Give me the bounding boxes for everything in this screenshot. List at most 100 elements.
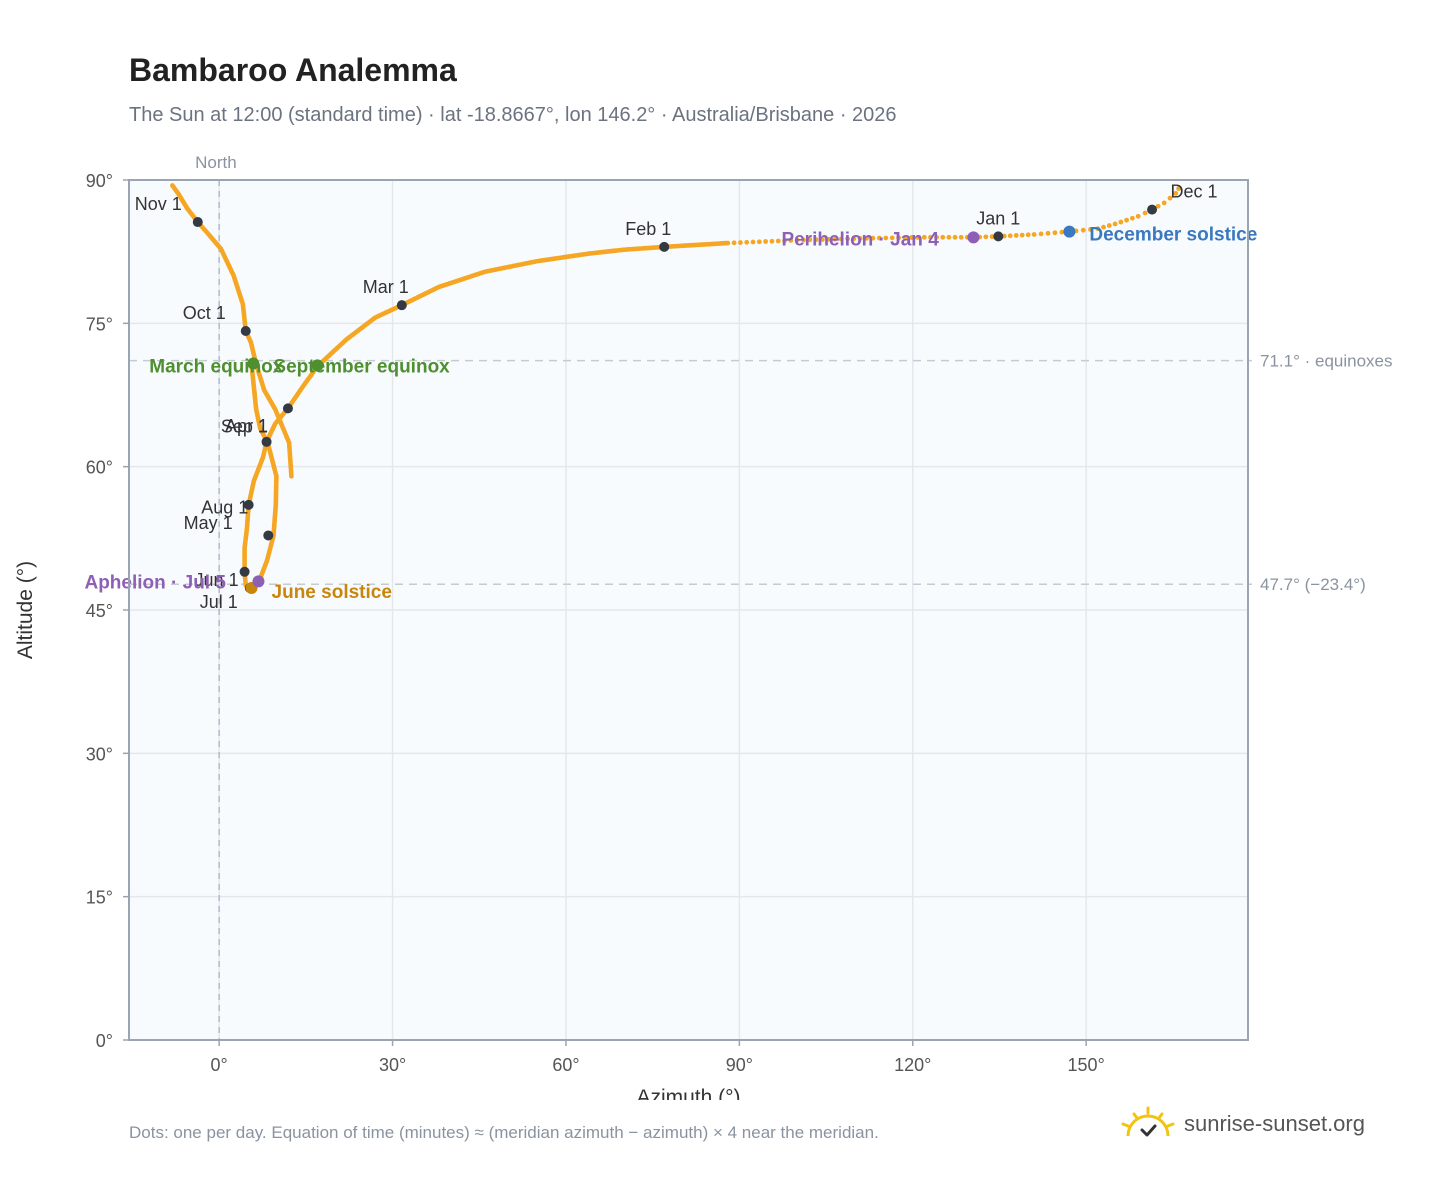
- daily-dot: [1038, 231, 1044, 237]
- daily-dot: [769, 238, 775, 244]
- daily-dot: [1106, 223, 1112, 228]
- daily-dot: [1095, 226, 1101, 232]
- daily-dot: [801, 237, 806, 243]
- daily-dot: [782, 238, 787, 244]
- y-tick-label: 0°: [96, 1031, 113, 1051]
- y-tick-label: 75°: [86, 314, 113, 334]
- sun-logo-icon: [1121, 1106, 1175, 1137]
- daily-dot: [934, 234, 940, 240]
- daily-dot: [1176, 186, 1182, 192]
- x-tick-label: 150°: [1068, 1055, 1105, 1075]
- month-label: May 1: [184, 513, 233, 533]
- daily-dot: [896, 235, 902, 241]
- month-label: Feb 1: [625, 219, 671, 239]
- daily-dot: [788, 238, 794, 243]
- daily-dot: [851, 236, 857, 242]
- month-label: Apr 1: [225, 416, 268, 436]
- daily-dot: [832, 236, 838, 242]
- daily-dot: [915, 235, 921, 240]
- month-marker: [993, 231, 1004, 242]
- daily-dot: [883, 235, 889, 241]
- x-tick-label: 120°: [894, 1055, 931, 1075]
- daily-dot: [857, 236, 863, 241]
- daily-dot: [794, 237, 800, 243]
- daily-dot: [1167, 195, 1173, 201]
- event-marker: [311, 359, 324, 372]
- brand[interactable]: sunrise-sunset.org: [1120, 1104, 1365, 1144]
- daily-dot: [1052, 230, 1058, 236]
- x-axis-label: Azimuth (°): [636, 1086, 740, 1100]
- daily-dot: [940, 234, 946, 240]
- daily-dot: [909, 235, 914, 240]
- daily-dot: [731, 240, 737, 246]
- event-label: March equinox: [149, 356, 284, 377]
- daily-dot: [1019, 232, 1025, 238]
- daily-dot: [902, 235, 908, 241]
- month-marker: [659, 241, 670, 252]
- daily-dot: [1173, 190, 1179, 196]
- daily-dot: [889, 235, 895, 241]
- event-label: Perihelion · Jan 4: [781, 229, 939, 250]
- meridian-label: North: [195, 153, 237, 172]
- daily-dot: [813, 237, 819, 243]
- x-tick-label: 0°: [211, 1055, 228, 1075]
- month-marker: [1147, 204, 1158, 215]
- daily-dot: [1155, 203, 1161, 209]
- chart-title: Bambaroo Analemma: [129, 52, 457, 88]
- month-marker: [282, 403, 293, 414]
- daily-dot: [1124, 217, 1130, 223]
- month-label: Aug 1: [201, 497, 248, 517]
- brand-text: sunrise-sunset.org: [1184, 1111, 1365, 1136]
- month-label: Jan 1: [976, 208, 1020, 228]
- daily-dot: [1142, 210, 1148, 216]
- month-marker: [261, 436, 272, 447]
- x-tick-label: 30°: [379, 1055, 406, 1075]
- daily-dot: [1161, 200, 1167, 206]
- y-tick-label: 30°: [86, 744, 113, 764]
- grid-layer: [129, 179, 1248, 1041]
- y-tick-label: 90°: [86, 171, 113, 191]
- daily-dot: [1101, 224, 1106, 230]
- daily-dot: [170, 183, 175, 188]
- daily-dot: [876, 235, 882, 241]
- event-marker: [252, 575, 265, 588]
- daily-dot: [756, 239, 762, 245]
- axes: 0° 30° 60° 90° 120° 150° 0° 15° 30° 45° 60° 75° 90° A…: [14, 171, 1249, 1100]
- daily-dot: [738, 240, 743, 245]
- month-label: Mar 1: [363, 277, 409, 297]
- event-label: June solstice: [272, 582, 392, 603]
- y-tick-label: 15°: [86, 888, 113, 908]
- chart-subtitle: The Sun at 12:00 (standard time) · lat -…: [129, 104, 897, 126]
- month-label: Jul 1: [200, 592, 238, 612]
- daily-dot: [1135, 213, 1141, 219]
- daily-dot: [928, 234, 933, 240]
- month-label: Oct 1: [183, 303, 226, 323]
- analemma-chart: North 71.1° · equinoxes 47.7° (−23.4°) Jan…: [14, 153, 1393, 1100]
- daily-dot: [763, 239, 769, 244]
- daily-dot: [946, 234, 952, 240]
- daily-dot: [983, 234, 989, 240]
- daily-dot: [1088, 227, 1093, 232]
- daily-dot: [1031, 232, 1037, 237]
- daily-dot: [1007, 233, 1013, 239]
- daily-dot: [1025, 232, 1031, 238]
- daily-dot: [775, 238, 781, 244]
- month-marker: [192, 217, 203, 228]
- daily-dot: [921, 234, 927, 240]
- daily-dot: [750, 239, 756, 245]
- daily-dot: [826, 236, 832, 242]
- daily-dot: [958, 234, 964, 240]
- daily-dot: [870, 235, 876, 241]
- event-label: Aphelion · Jul 5: [84, 572, 226, 593]
- month-label: Nov 1: [135, 194, 182, 214]
- daily-dot: [1059, 229, 1065, 235]
- month-marker: [239, 566, 250, 577]
- month-marker: [263, 530, 274, 541]
- month-marker: [243, 499, 254, 510]
- y-tick-label: 45°: [86, 601, 113, 621]
- daily-dot: [1112, 221, 1118, 227]
- daily-dot: [1080, 227, 1086, 233]
- event-marker: [1063, 225, 1076, 238]
- month-label: Jun 1: [195, 570, 239, 590]
